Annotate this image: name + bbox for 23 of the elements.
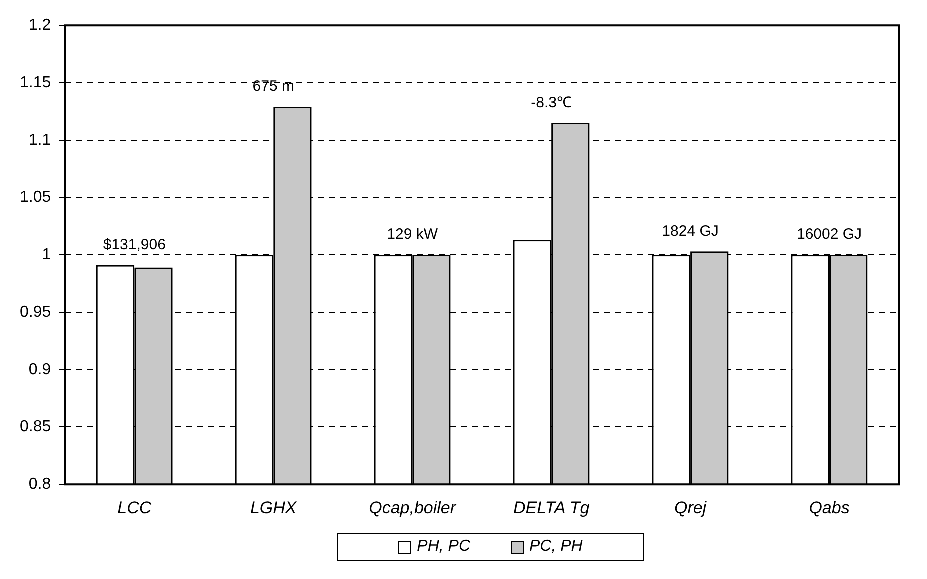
y-tick-label: 1 [42,246,52,264]
x-tick-label: LGHX [250,498,298,518]
x-tick-label: Qcap,boiler [369,498,458,518]
annotation: 675 m [252,78,294,96]
y-tick-label: 1.05 [20,189,52,206]
y-tick-label: 1.2 [28,17,52,34]
y-tick-label: 1.1 [28,132,52,149]
y-tick-label: 1.15 [20,74,52,92]
series-label: PH, PC [417,538,470,556]
annotation: 16002 GJ [796,226,862,244]
x-tick-label: Qrej [674,498,708,518]
annotation: -8.3℃ [531,94,572,112]
annotation: 129 kW [387,226,439,244]
y-tick-label: 0.95 [20,304,52,321]
x-tick-label: Qabs [809,498,850,518]
annotation: 1824 GJ [662,222,719,240]
x-tick-label: LCC [118,498,152,518]
legend-label: PC, PH [530,538,583,556]
y-tick-label: 0.85 [20,418,52,436]
x-tick-label: DELTA Tg [513,498,590,518]
y-tick-label: 0.8 [28,476,52,494]
y-tick-label: 0.9 [28,361,52,378]
annotation: $131,906 [103,236,166,254]
